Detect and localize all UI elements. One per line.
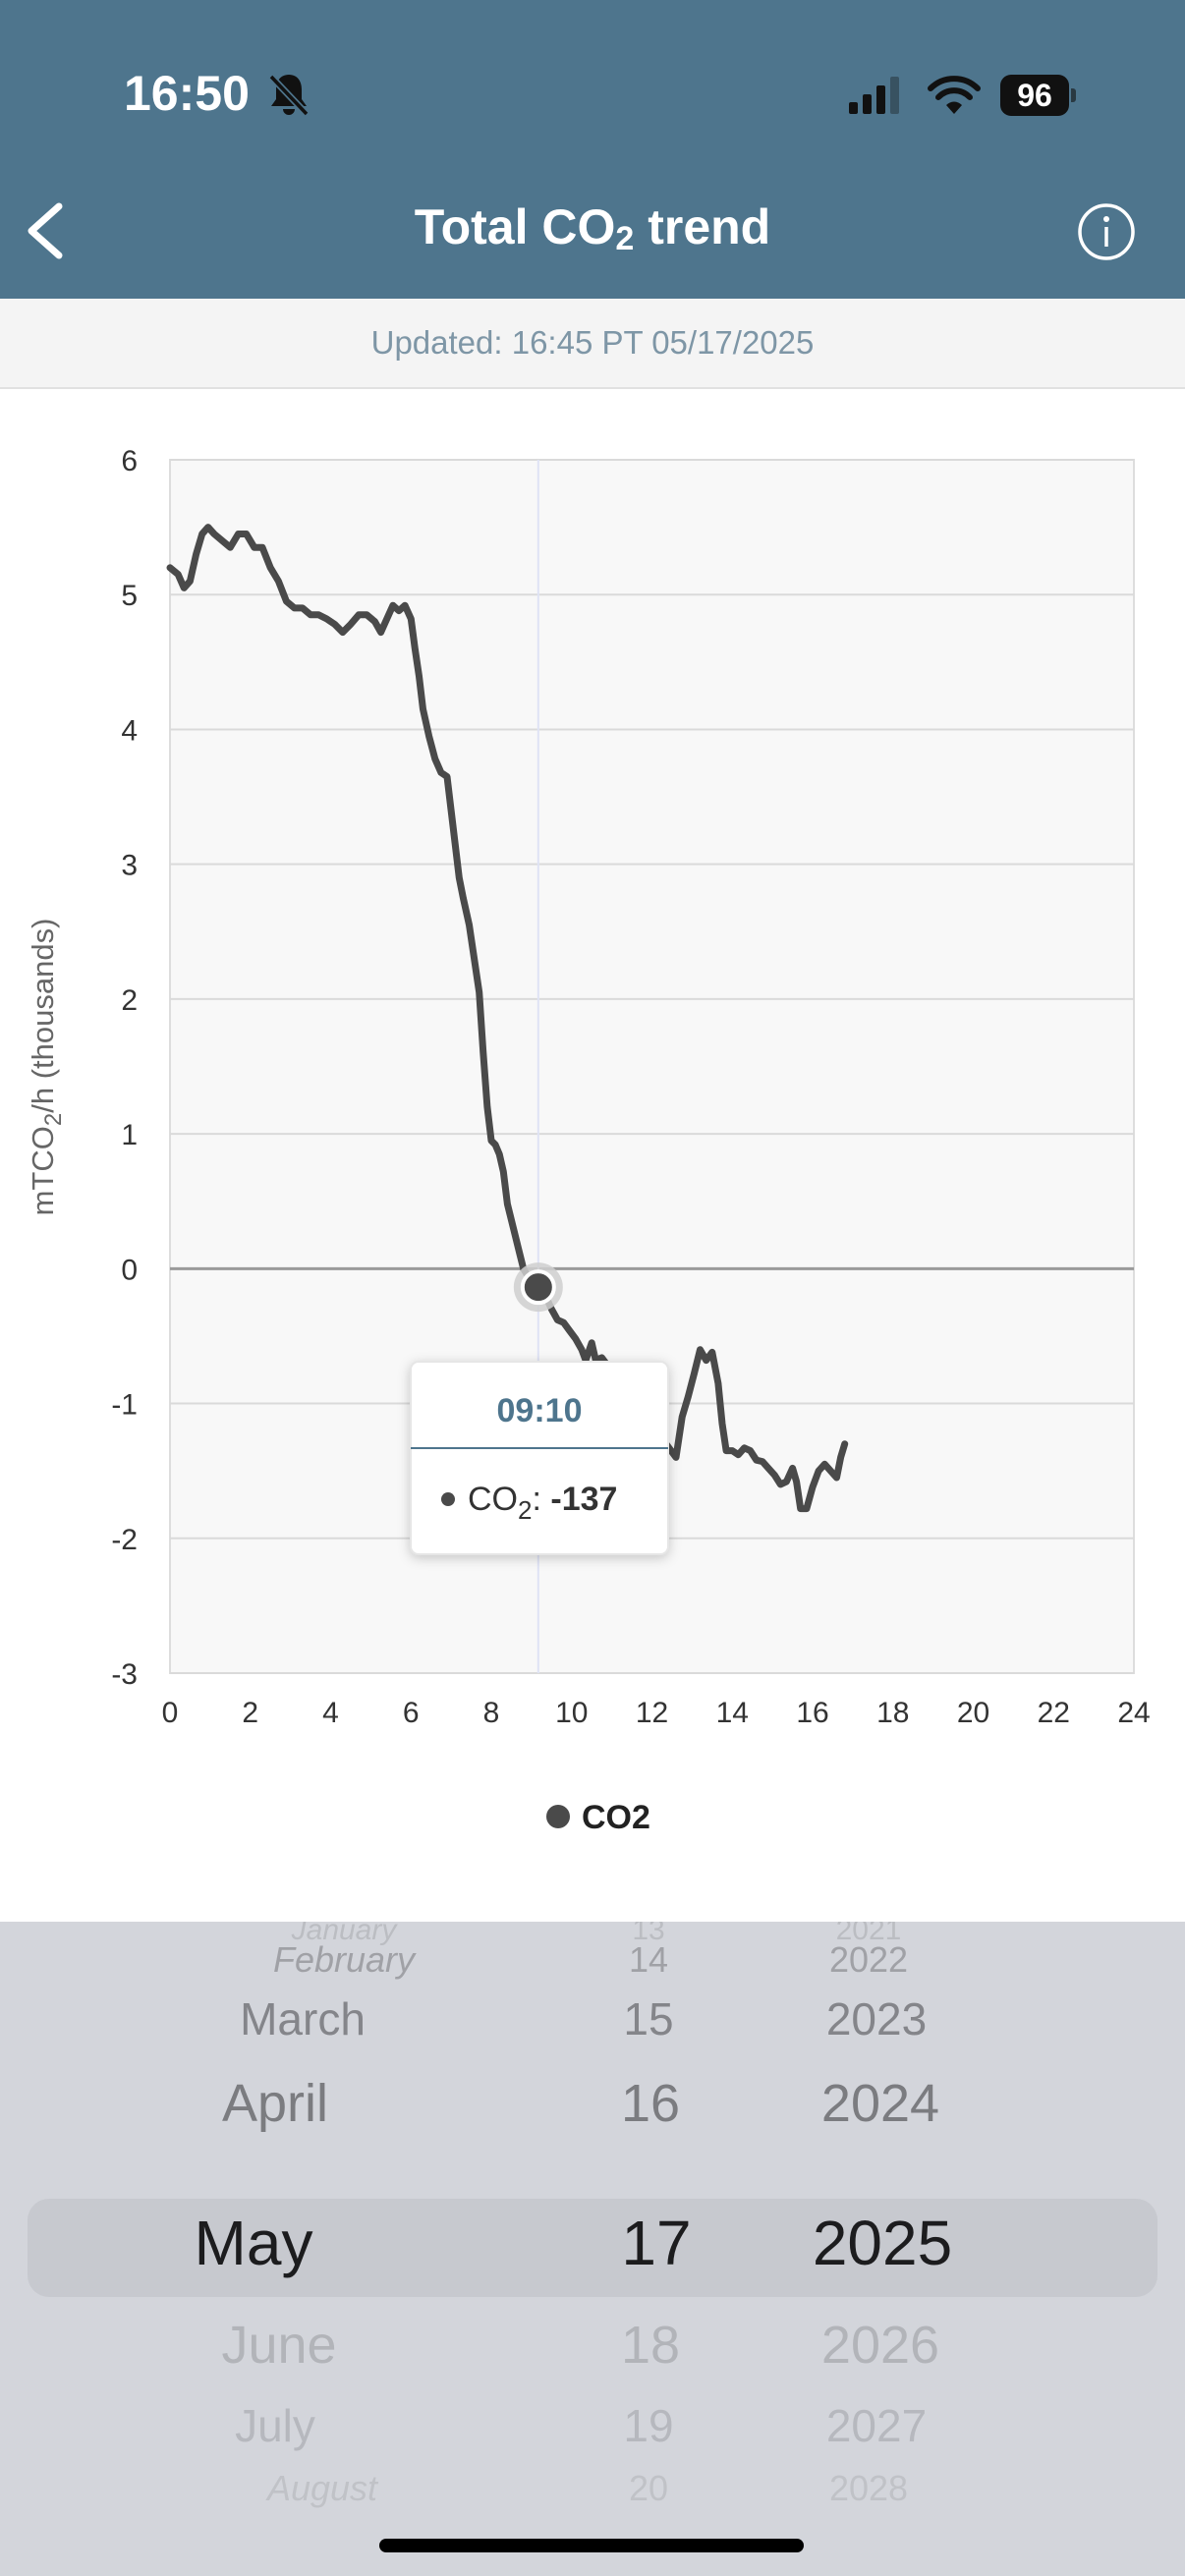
y-tick-label: 2 <box>121 984 138 1017</box>
year-option[interactable]: 2026 <box>820 2316 940 2375</box>
wifi-icon <box>928 76 981 114</box>
y-tick-label: 1 <box>121 1119 138 1151</box>
x-tick-label: 8 <box>483 1697 500 1729</box>
month-option[interactable]: June <box>221 2316 337 2375</box>
status-time: 16:50 <box>124 66 250 121</box>
bell-off-icon <box>268 74 310 117</box>
month-option[interactable]: January <box>291 1922 397 1946</box>
x-tick-label: 0 <box>162 1697 179 1729</box>
day-option[interactable]: 15 <box>623 1993 674 2044</box>
day-option[interactable]: 14 <box>628 1939 669 1980</box>
day-option[interactable]: 20 <box>628 2468 669 2508</box>
year-option[interactable]: 2022 <box>828 1939 909 1980</box>
day-option[interactable]: 18 <box>620 2316 681 2375</box>
x-tick-label: 24 <box>1117 1697 1150 1729</box>
updated-timestamp: Updated: 16:45 PT 05/17/2025 <box>0 299 1185 389</box>
co2-trend-chart: 6 5 4 3 2 1 0 -1 -2 -3 0 2 4 6 8 10 12 14 16 18 20 22 24 mTCO2/… <box>0 389 1185 1922</box>
month-option[interactable]: July <box>235 2400 315 2451</box>
x-tick-label: 4 <box>322 1697 339 1729</box>
month-option[interactable]: August <box>266 2468 378 2508</box>
page-title: Total CO2 trend <box>414 199 771 257</box>
y-tick-label: 6 <box>121 445 138 477</box>
day-option[interactable]: 17 <box>621 2208 692 2278</box>
y-axis-label: mTCO2/h (thousands) <box>26 919 67 1216</box>
x-tick-label: 20 <box>957 1697 989 1729</box>
month-option[interactable]: February <box>272 1939 416 1980</box>
day-option[interactable]: 16 <box>620 2074 681 2133</box>
y-tick-label: 3 <box>121 850 138 882</box>
hover-point[interactable] <box>520 1269 556 1306</box>
y-tick-label: -1 <box>111 1389 138 1422</box>
x-tick-label: 2 <box>242 1697 258 1729</box>
tooltip-time: 09:10 <box>497 1392 583 1429</box>
legend-label[interactable]: CO2 <box>582 1799 650 1836</box>
y-tick-label: -3 <box>111 1658 138 1691</box>
info-icon[interactable] <box>1077 202 1136 261</box>
x-tick-label: 10 <box>555 1697 588 1729</box>
month-option[interactable]: March <box>240 1993 366 2044</box>
year-option[interactable]: 2025 <box>812 2208 953 2278</box>
series-line-co2 <box>166 524 849 1513</box>
home-indicator <box>379 2539 804 2552</box>
month-option[interactable]: April <box>221 2074 329 2133</box>
year-option[interactable]: 2027 <box>825 2400 928 2451</box>
back-chevron-icon[interactable] <box>18 196 77 265</box>
cellular-signal-icon <box>849 77 899 114</box>
y-tick-label: 5 <box>121 580 138 612</box>
legend-dot[interactable] <box>546 1805 570 1828</box>
year-option[interactable]: 2023 <box>825 1993 928 2044</box>
x-tick-label: 6 <box>403 1697 420 1729</box>
picker-selection-band <box>28 2199 1157 2297</box>
tooltip-series-dot <box>441 1492 455 1506</box>
tooltip: 09:10 CO2: -137 <box>410 1361 669 1555</box>
date-picker[interactable]: January February March April May June July Augu… <box>0 1922 1185 2576</box>
y-tick-label: 0 <box>121 1254 138 1286</box>
x-tick-label: 22 <box>1038 1697 1070 1729</box>
tooltip-box <box>410 1361 669 1555</box>
tooltip-value: CO2: -137 <box>468 1481 617 1525</box>
battery-level: 96 <box>1000 75 1069 116</box>
year-option[interactable]: 2024 <box>820 2074 940 2133</box>
day-option[interactable]: 13 <box>632 1922 665 1946</box>
x-tick-label: 18 <box>876 1697 909 1729</box>
year-option[interactable]: 2021 <box>835 1922 902 1946</box>
x-tick-label: 14 <box>716 1697 749 1729</box>
day-option[interactable]: 19 <box>623 2400 674 2451</box>
month-option[interactable]: May <box>194 2208 313 2278</box>
year-option[interactable]: 2028 <box>828 2468 909 2508</box>
x-tick-label: 12 <box>636 1697 668 1729</box>
x-tick-label: 16 <box>796 1697 828 1729</box>
y-tick-label: -2 <box>111 1524 138 1556</box>
battery-icon: 96 <box>1000 75 1077 116</box>
y-tick-label: 4 <box>121 714 138 747</box>
nav-header: 16:50 96 Total CO2 trend <box>0 0 1185 299</box>
